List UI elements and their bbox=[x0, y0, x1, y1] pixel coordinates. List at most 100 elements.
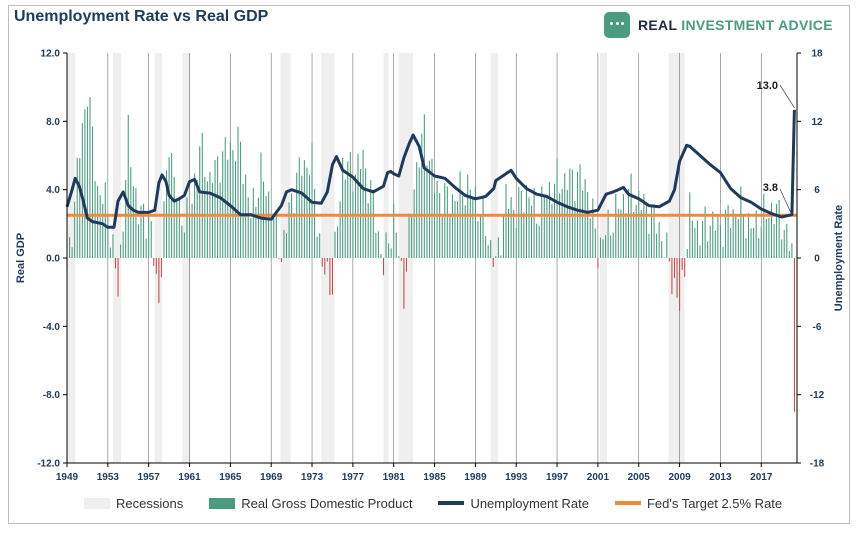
gdp-bar bbox=[702, 221, 704, 258]
gdp-bar bbox=[643, 193, 645, 258]
gdp-bar bbox=[485, 236, 487, 258]
gdp-bar bbox=[717, 214, 719, 258]
gdp-bar bbox=[380, 254, 382, 258]
left-tick-label: -8.0 bbox=[43, 390, 61, 401]
x-tick-label: 1969 bbox=[260, 472, 283, 483]
annotation-low: 3.8 bbox=[763, 182, 778, 194]
gdp-bar bbox=[490, 240, 492, 258]
gdp-bar bbox=[211, 183, 214, 258]
gdp-bar bbox=[86, 106, 88, 258]
gdp-bar bbox=[188, 213, 191, 258]
gdp-bar bbox=[362, 149, 364, 258]
gdp-bar bbox=[342, 157, 344, 258]
gdp-bars bbox=[66, 97, 795, 412]
gdp-bar bbox=[523, 212, 525, 258]
gdp-bar bbox=[551, 204, 553, 258]
gdp-bar bbox=[656, 233, 658, 258]
gdp-bar bbox=[372, 189, 374, 258]
legend-swatch-unemployment bbox=[438, 501, 465, 505]
gdp-bar bbox=[451, 194, 453, 258]
gdp-bar bbox=[610, 235, 612, 258]
gdp-bar bbox=[620, 209, 622, 258]
gdp-bar bbox=[130, 167, 132, 258]
gdp-bar bbox=[247, 197, 249, 258]
gdp-bar bbox=[589, 218, 591, 258]
gdp-bar bbox=[719, 225, 721, 258]
gdp-bar bbox=[102, 203, 104, 258]
gdp-bar bbox=[454, 200, 456, 258]
right-tick-label: -6 bbox=[813, 322, 822, 333]
gdp-bar bbox=[436, 181, 438, 258]
gdp-bar bbox=[329, 258, 331, 295]
gdp-bar bbox=[559, 193, 561, 258]
gdp-bar bbox=[206, 181, 208, 258]
gdp-bar bbox=[640, 210, 642, 258]
gdp-bar bbox=[217, 156, 219, 258]
gdp-bar bbox=[393, 203, 395, 258]
gdp-bar bbox=[135, 188, 137, 258]
gdp-bar bbox=[773, 224, 775, 258]
left-axis-title: Real GDP bbox=[15, 233, 27, 283]
gdp-bar bbox=[232, 150, 234, 258]
gdp-bar bbox=[405, 258, 408, 272]
gdp-bar bbox=[605, 235, 607, 258]
gdp-bar bbox=[196, 179, 198, 258]
recession-band bbox=[67, 53, 76, 463]
x-tick-label: 1981 bbox=[383, 472, 406, 483]
gdp-bar bbox=[750, 228, 752, 258]
gdp-bar bbox=[94, 180, 96, 258]
gdp-bar bbox=[132, 186, 134, 258]
gdp-bar bbox=[250, 218, 252, 258]
left-tick-label: 8.0 bbox=[46, 117, 60, 128]
gdp-bar bbox=[763, 193, 765, 258]
gdp-bar bbox=[421, 133, 423, 258]
gdp-bar bbox=[778, 199, 780, 258]
gdp-bar bbox=[597, 258, 599, 269]
gdp-bar bbox=[689, 192, 691, 258]
gdp-bar bbox=[150, 221, 152, 258]
gdp-bar bbox=[599, 237, 601, 258]
gdp-bar bbox=[648, 233, 650, 258]
gdp-bar bbox=[497, 237, 499, 258]
gdp-bar bbox=[479, 215, 482, 258]
x-tick-label: 2013 bbox=[709, 472, 732, 483]
gdp-bar bbox=[112, 234, 114, 258]
gdp-bar bbox=[709, 225, 711, 258]
right-tick-label: -12 bbox=[810, 390, 825, 401]
gdp-bar bbox=[765, 218, 767, 258]
gdp-bar bbox=[344, 179, 346, 258]
x-tick-label: 1977 bbox=[342, 472, 365, 483]
gdp-bar bbox=[520, 191, 522, 258]
gdp-bar bbox=[758, 238, 760, 258]
gdp-bar bbox=[582, 190, 584, 258]
gdp-bar bbox=[191, 203, 193, 258]
gdp-bar bbox=[81, 123, 83, 259]
gdp-bar bbox=[390, 248, 392, 258]
gdp-bar bbox=[89, 97, 91, 259]
gdp-bar bbox=[158, 258, 160, 303]
x-tick-label: 1989 bbox=[464, 472, 487, 483]
gdp-bar bbox=[645, 202, 647, 258]
left-tick-label: -12.0 bbox=[37, 459, 60, 470]
axes: 12.0 8.0 4.0 0.0 -4.0 -8.0 -12.0 18 12 6 0 -6 -12 -18… bbox=[15, 49, 845, 484]
gdp-bar bbox=[635, 205, 637, 258]
x-tick-label: 1961 bbox=[178, 472, 201, 483]
gdp-bar bbox=[446, 186, 448, 258]
x-tick-label: 2009 bbox=[668, 472, 691, 483]
gdp-bar bbox=[125, 179, 127, 258]
gdp-bar bbox=[714, 230, 716, 258]
gdp-bar bbox=[561, 189, 563, 258]
legend-swatch-recessions bbox=[84, 497, 110, 509]
gdp-bar bbox=[505, 183, 507, 258]
gdp-bar bbox=[120, 244, 122, 258]
gdp-bar bbox=[214, 159, 216, 258]
gdp-bar bbox=[76, 157, 78, 258]
gdp-bar bbox=[268, 191, 270, 258]
gdp-bar bbox=[285, 233, 288, 258]
gdp-bar bbox=[602, 239, 604, 258]
gdp-bar bbox=[704, 206, 706, 258]
gdp-bar bbox=[273, 214, 275, 258]
gdp-bar bbox=[658, 222, 660, 258]
right-tick-label: 6 bbox=[814, 185, 820, 196]
